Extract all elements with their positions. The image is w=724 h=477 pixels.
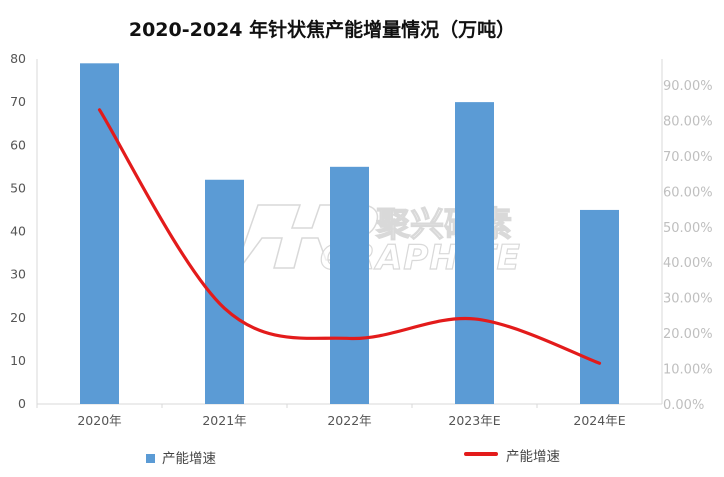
x-tick-label: 2021年 bbox=[202, 413, 246, 428]
y-left-tick-label: 60 bbox=[10, 137, 26, 152]
bar bbox=[330, 166, 369, 404]
y-right-tick-label: 80.00% bbox=[663, 114, 713, 129]
y-right-tick-label: 20.00% bbox=[663, 327, 713, 342]
y-left-tick-label: 40 bbox=[10, 224, 26, 239]
y-right-tick-label: 10.00% bbox=[663, 363, 713, 378]
y-right-tick-label: 40.00% bbox=[663, 256, 713, 271]
plot-area: 0 10 20 30 40 50 60 70 80 0.00% 10.00% 20.00% 30.00%… bbox=[10, 51, 712, 428]
bar bbox=[455, 102, 494, 404]
y-left-tick-label: 80 bbox=[10, 51, 26, 66]
y-right-tick-label: 60.00% bbox=[663, 185, 713, 200]
y-right-tick-label: 70.00% bbox=[663, 150, 713, 165]
y-left-tick-label: 20 bbox=[10, 310, 26, 325]
y-right-tick-label: 90.00% bbox=[663, 79, 713, 94]
legend-bar-swatch bbox=[146, 454, 155, 463]
growth-line bbox=[97, 108, 602, 365]
x-tick-label: 2020年 bbox=[77, 413, 121, 428]
x-tick-label: 2024年E bbox=[573, 413, 625, 428]
legend-bar-label: 产能增速 bbox=[162, 451, 216, 467]
y-left-tick-label: 70 bbox=[10, 94, 26, 109]
chart-title: 2020-2024 年针状焦产能增量情况（万吨） bbox=[129, 18, 515, 41]
bar bbox=[580, 209, 619, 404]
y-left-tick-label: 30 bbox=[10, 267, 26, 282]
x-tick-label: 2023年E bbox=[448, 413, 500, 428]
x-tick-label: 2022年 bbox=[327, 413, 371, 428]
y-left-tick-label: 10 bbox=[10, 353, 26, 368]
legend: 产能增速 产能增速 bbox=[146, 449, 560, 467]
y-right-tick-label: 50.00% bbox=[663, 221, 713, 236]
bar bbox=[205, 179, 244, 404]
y-right-tick-label: 0.00% bbox=[663, 398, 704, 413]
y-left-tick-label: 50 bbox=[10, 180, 26, 195]
y-left-tick-label: 0 bbox=[18, 396, 26, 411]
legend-line-label: 产能增速 bbox=[506, 449, 560, 465]
bar bbox=[80, 63, 119, 404]
y-right-tick-label: 30.00% bbox=[663, 292, 713, 307]
